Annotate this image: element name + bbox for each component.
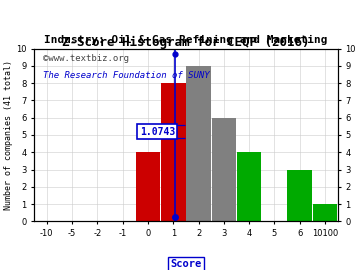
Text: The Research Foundation of SUNY: The Research Foundation of SUNY	[43, 71, 210, 80]
Y-axis label: Number of companies (41 total): Number of companies (41 total)	[4, 60, 13, 210]
Title: Z-Score Histogram for CEQP (2016): Z-Score Histogram for CEQP (2016)	[62, 36, 310, 49]
Bar	[237, 152, 261, 221]
Bar	[288, 170, 312, 221]
Text: Score: Score	[170, 259, 202, 269]
Text: ©www.textbiz.org: ©www.textbiz.org	[43, 54, 129, 63]
Text: 1.0743: 1.0743	[140, 127, 175, 137]
Bar	[186, 118, 211, 221]
Text: Industry: Oil & Gas Refining and Marketing: Industry: Oil & Gas Refining and Marketi…	[44, 35, 328, 45]
Bar	[313, 204, 337, 221]
Bar	[136, 152, 160, 221]
Bar	[186, 66, 211, 221]
Bar	[161, 83, 185, 221]
Bar	[212, 118, 236, 221]
